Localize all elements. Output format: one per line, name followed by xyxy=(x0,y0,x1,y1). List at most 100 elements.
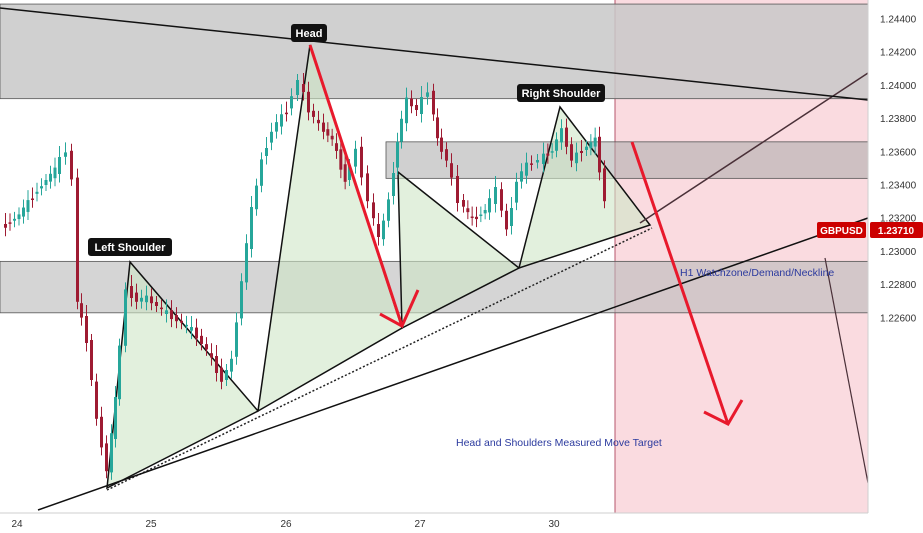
candles xyxy=(4,73,606,480)
candle-body xyxy=(280,114,283,127)
candle-body xyxy=(90,340,93,380)
candle-body xyxy=(180,320,183,323)
candle-body xyxy=(205,344,208,350)
candle-body xyxy=(426,92,429,97)
candle-body xyxy=(190,327,193,331)
candle-body xyxy=(307,91,310,113)
candle-body xyxy=(250,207,253,249)
candle-body xyxy=(296,80,299,95)
candle-body xyxy=(160,307,163,310)
candle-body xyxy=(589,142,593,149)
candle-body xyxy=(260,159,263,186)
x-tick-label: 25 xyxy=(145,519,157,530)
candle-body xyxy=(270,131,273,143)
candle-body xyxy=(17,214,21,220)
candle-body xyxy=(220,367,223,382)
candle-body xyxy=(500,189,503,211)
last-price-tag: 1.23710 xyxy=(870,222,923,238)
zone-supply xyxy=(0,3,869,100)
candle-body xyxy=(505,210,508,230)
candle-body xyxy=(575,152,578,164)
candle-body xyxy=(400,118,403,142)
candle-body xyxy=(302,84,305,92)
candle-body xyxy=(105,443,108,472)
y-tick-label: 1.24200 xyxy=(880,48,917,59)
candle-body xyxy=(230,358,233,372)
candle-body xyxy=(415,105,418,110)
candle-body xyxy=(456,176,459,203)
symbol-tag: GBPUSD xyxy=(817,222,866,238)
y-tick-label: 1.23000 xyxy=(880,247,917,258)
candle-body xyxy=(565,127,568,147)
candle-body xyxy=(420,97,423,114)
candle-body xyxy=(4,224,7,228)
candle-body xyxy=(339,149,343,170)
candle-body xyxy=(317,119,320,124)
candle-body xyxy=(44,180,48,185)
candle-body xyxy=(360,146,363,178)
candle-body xyxy=(22,207,25,217)
candle-body xyxy=(366,173,369,202)
candle-body xyxy=(450,163,453,178)
candle-body xyxy=(275,122,278,132)
candle-body xyxy=(170,310,173,320)
candle-body xyxy=(440,137,443,152)
candle-body xyxy=(475,216,478,220)
candle-body xyxy=(322,122,325,132)
candle-body xyxy=(372,202,375,219)
candle-body xyxy=(603,168,606,202)
candle-body xyxy=(348,165,351,180)
candle-body xyxy=(354,148,357,167)
candle-body xyxy=(185,324,188,327)
candle-body xyxy=(130,286,133,298)
candle-body xyxy=(114,397,117,439)
candle-body xyxy=(432,90,435,115)
candle-body xyxy=(85,316,88,343)
candle-body xyxy=(195,327,198,339)
candle-body xyxy=(598,136,601,173)
candle-body xyxy=(40,186,43,189)
candle-body xyxy=(215,356,218,373)
candle-body xyxy=(525,162,528,176)
y-tick-label: 1.24000 xyxy=(880,81,917,92)
candle-body xyxy=(200,335,203,344)
left-shoulder-label-text: Left Shoulder xyxy=(95,242,167,254)
head-drop-arrow xyxy=(308,44,420,329)
price-axis-bg xyxy=(868,0,923,513)
candle-body xyxy=(510,208,513,226)
y-tick-label: 1.23200 xyxy=(880,214,917,225)
candle-body xyxy=(410,98,413,107)
candle-body xyxy=(31,198,34,200)
candle-body xyxy=(570,144,573,161)
candle-body xyxy=(118,345,121,400)
candle-body xyxy=(387,199,390,221)
neckline-dotted xyxy=(106,227,653,491)
candle-body xyxy=(343,164,347,182)
candle-body xyxy=(330,135,334,140)
candle-body xyxy=(100,416,103,448)
candle-body xyxy=(436,117,439,139)
lower-trendline xyxy=(37,217,869,511)
upper-trendline xyxy=(0,7,869,101)
candle-body xyxy=(462,200,465,207)
y-tick-label: 1.23800 xyxy=(880,114,917,125)
x-tick-label: 27 xyxy=(414,519,426,530)
zone-neckline-demand xyxy=(385,141,869,179)
head-label-text: Head xyxy=(296,28,323,40)
candle-body xyxy=(265,148,268,156)
neckline-zone-label: H1 Watchzone/Demand/Neckline xyxy=(680,267,834,279)
neckline-extension xyxy=(639,72,869,224)
left-shoulder-label: Left Shoulder xyxy=(88,238,172,256)
x-tick-label: 26 xyxy=(280,519,292,530)
candle-body xyxy=(555,139,558,151)
candle-body xyxy=(536,160,539,163)
candle-body xyxy=(58,157,61,174)
candle-body xyxy=(95,381,98,419)
candle-body xyxy=(520,171,523,182)
candle-body xyxy=(560,128,563,143)
candle-body xyxy=(155,302,158,306)
candle-body xyxy=(140,297,143,302)
candle-body xyxy=(76,177,79,302)
